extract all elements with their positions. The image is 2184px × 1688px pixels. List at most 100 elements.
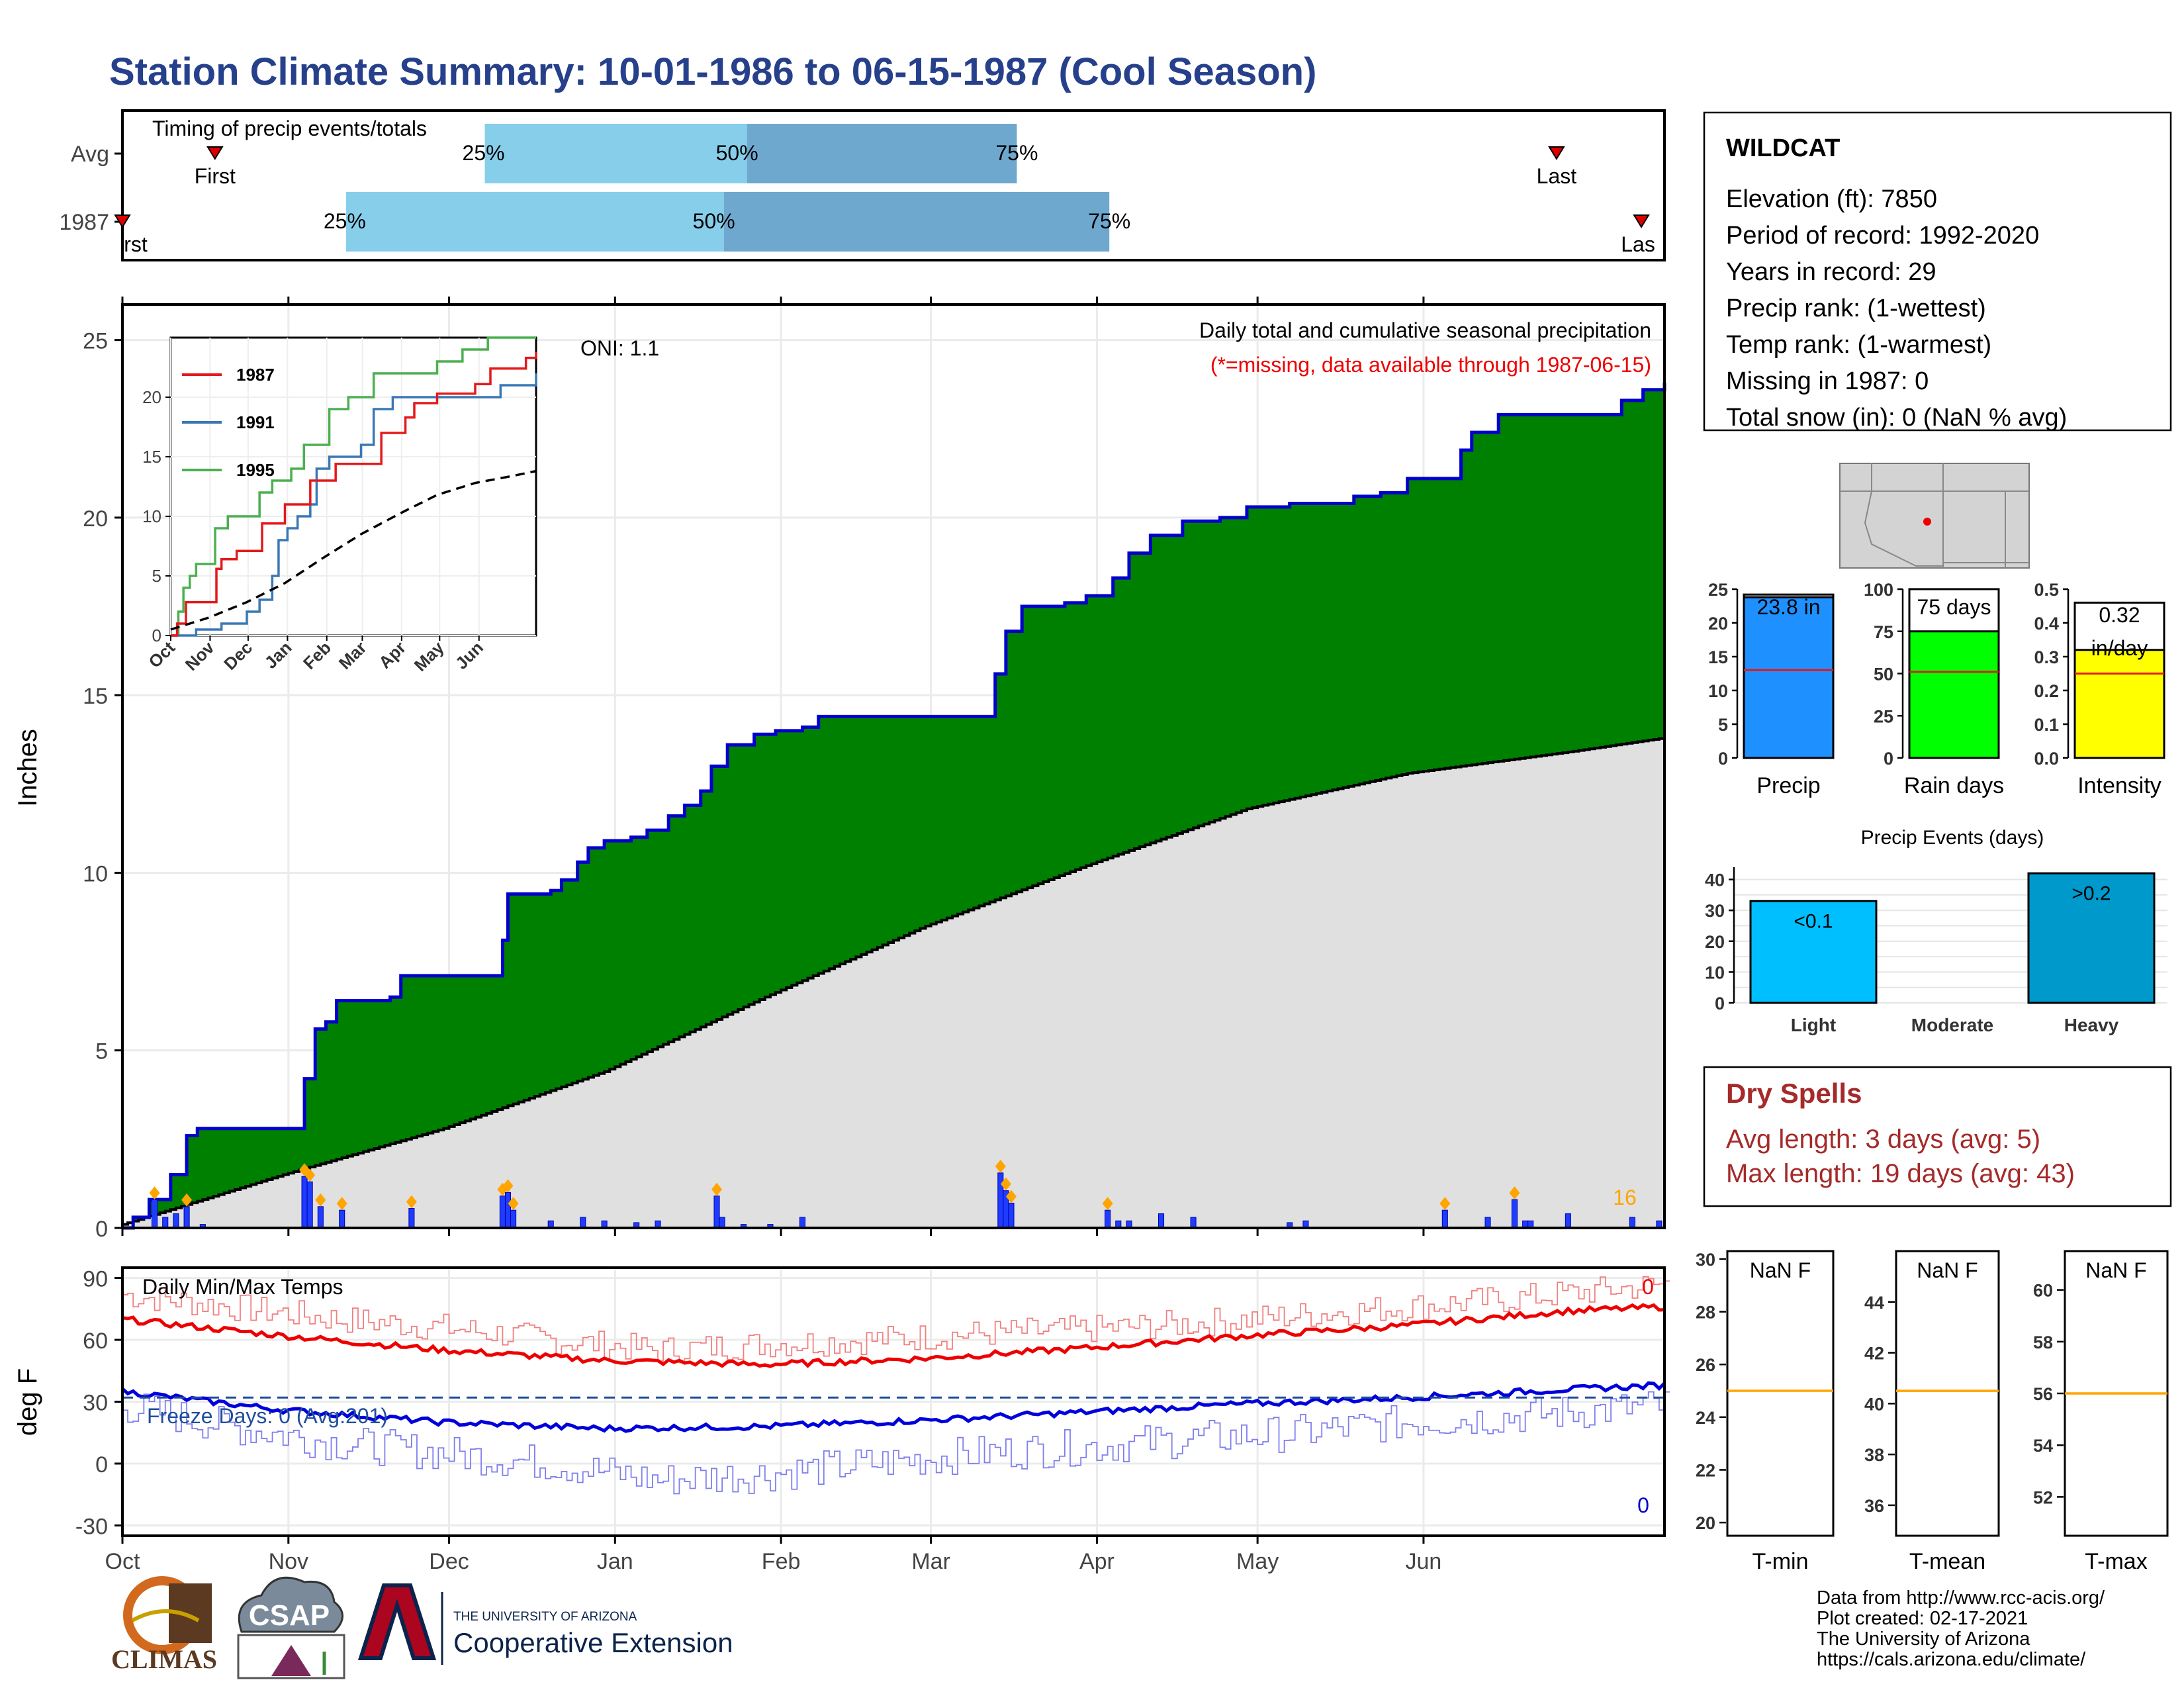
temp-summary-value: NaN F <box>1917 1258 1978 1282</box>
event-bar <box>2027 872 2156 1004</box>
event-bar-label: <0.1 <box>1794 910 1833 932</box>
daily-precip-bar <box>151 1199 158 1229</box>
ua-small-text: THE UNIVERSITY OF ARIZONA <box>453 1610 637 1624</box>
events-y-label: 10 <box>1705 962 1725 982</box>
heavy-day-marker <box>149 1186 160 1200</box>
daily-precip-bar <box>1511 1199 1518 1229</box>
station-frame <box>1703 111 2172 432</box>
summary-y-label: 0.3 <box>2034 647 2059 667</box>
month-label: Apr <box>1079 1549 1115 1574</box>
daily-precip-bar <box>1565 1213 1571 1229</box>
temp-summary-y-label: 52 <box>2033 1487 2053 1507</box>
summary-y-label: 5 <box>1718 715 1728 735</box>
precip-caption: Daily total and cumulative seasonal prec… <box>1199 318 1651 342</box>
timing-panel: Avg 25% 50% 75% First Last 1987 25% 50% 75% rst Las… <box>59 109 1666 261</box>
temp-summary-y-label: 28 <box>1696 1303 1715 1323</box>
temp-summary-y-label: 54 <box>2033 1436 2053 1456</box>
heavy-day-marker <box>315 1193 326 1207</box>
month-label: Dec <box>429 1549 469 1574</box>
events-y-label: 40 <box>1705 870 1725 890</box>
event-bar <box>1749 900 1878 1004</box>
precip-frame <box>121 303 1666 1229</box>
inset-series-1991 <box>171 373 537 637</box>
last-label: Las <box>1621 232 1655 256</box>
temp-summary-y-label: 56 <box>2033 1384 2053 1404</box>
daily-precip-bar <box>162 1217 169 1229</box>
event-category-label: Moderate <box>1911 1015 1993 1035</box>
temp-panel-label: Daily Min/Max Temps <box>142 1275 343 1299</box>
station-info-line: Precip rank: (1-wettest) <box>1726 295 1986 322</box>
station-info-line: Total snow (in): 0 (NaN % avg) <box>1726 404 2067 432</box>
ua-big-text: Cooperative Extension <box>453 1627 733 1658</box>
q25-label: 25% <box>463 141 505 165</box>
heavy-count-label: 16 <box>1613 1186 1637 1209</box>
avg-max-temp-line <box>122 1303 1665 1368</box>
min-count-label: 0 <box>1637 1493 1649 1517</box>
event-category-label: Light <box>1791 1015 1836 1035</box>
last-marker <box>1548 146 1565 160</box>
summary-y-label: 25 <box>1708 580 1728 600</box>
daily-precip-bar <box>1441 1209 1448 1229</box>
climas-wave-icon <box>131 1609 200 1622</box>
csap-cloud-icon <box>238 1576 343 1633</box>
station-info-line: Years in record: 29 <box>1726 258 1936 286</box>
summary-value-label: 75 days <box>1917 595 1991 619</box>
inset-y-label: 5 <box>152 566 161 586</box>
dry-title: Dry Spells <box>1726 1078 1862 1109</box>
station-info-line: Period of record: 1992-2020 <box>1726 222 2039 250</box>
temp-y-axis-label: deg F <box>13 1368 42 1436</box>
quartile-bar-high <box>723 192 1110 252</box>
daily-precip-bar <box>301 1176 308 1229</box>
inset-series-1987 <box>171 352 537 637</box>
location-map <box>1839 463 2030 569</box>
y-tick-label: 10 <box>83 861 108 886</box>
summary-bar-name: Intensity <box>2077 773 2161 798</box>
temperature-panel: -30 0 30 60 90 Oct Nov Dec Jan Feb Mar Apr May Jun deg… <box>13 1266 1670 1574</box>
cumulative-line <box>122 383 1666 1230</box>
average-area <box>122 737 1664 1228</box>
temp-summary-y-label: 36 <box>1864 1496 1884 1516</box>
summary-y-label: 10 <box>1708 681 1728 701</box>
first-marker <box>114 214 131 228</box>
inset-legend-label: 1991 <box>236 412 275 432</box>
summary-y-label: 0.0 <box>2034 749 2059 769</box>
month-label: Mar <box>911 1549 950 1574</box>
daily-min-temp-line <box>122 1391 1670 1495</box>
temp-summary-y-label: 20 <box>1696 1513 1715 1533</box>
temperature-summary-boxes: 20 22 24 26 28 30 NaN F T-min 36 38 40 42 44 NaN F T-m… <box>1696 1250 2169 1574</box>
footer-line: The University of Arizona <box>1817 1628 2030 1650</box>
logos: CLIMAS CSAP THE UNIVERSITY OF ARIZONA Coope… <box>111 1576 733 1679</box>
daily-precip-bar <box>1484 1217 1491 1229</box>
events-y-label: 0 <box>1715 994 1725 1013</box>
climas-logo-text: CLIMAS <box>111 1644 217 1674</box>
temp-summary-name: T-min <box>1752 1549 1809 1574</box>
y-tick-label: 0 <box>95 1217 108 1242</box>
temp-summary-box <box>1895 1250 2000 1537</box>
daily-precip-bar <box>1190 1217 1197 1229</box>
summary-y-label: 50 <box>1874 665 1893 684</box>
footer-line: Data from http://www.rcc-acis.org/ <box>1817 1587 2105 1609</box>
temp-summary-value: NaN F <box>1750 1258 1811 1282</box>
max-count-label: 0 <box>1642 1275 1654 1299</box>
y-tick-label: 25 <box>83 329 108 354</box>
daily-precip-bar <box>173 1213 179 1229</box>
daily-precip-bar <box>1158 1213 1165 1229</box>
summary-y-label: 20 <box>1708 614 1728 633</box>
y-tick-label: 20 <box>83 506 108 532</box>
month-label: Oct <box>105 1549 140 1574</box>
daily-precip-bar <box>408 1207 415 1229</box>
oni-label: ONI: 1.1 <box>580 336 659 360</box>
daily-precip-bar <box>799 1217 806 1229</box>
summary-value-label: in/day <box>2091 636 2148 660</box>
events-y-label: 30 <box>1705 901 1725 921</box>
last-label: Last <box>1537 164 1577 188</box>
station-name: WILDCAT <box>1726 134 1840 162</box>
inset-series-1995 <box>171 336 536 637</box>
station-info-line: Missing in 1987: 0 <box>1726 367 1929 395</box>
summary-value-label: 23.8 in <box>1756 595 1820 619</box>
daily-precip-bar <box>499 1196 506 1229</box>
month-label: Nov <box>269 1549 308 1574</box>
summary-y-label: 0.1 <box>2034 715 2059 735</box>
temp-summary-name: T-mean <box>1909 1549 1985 1574</box>
